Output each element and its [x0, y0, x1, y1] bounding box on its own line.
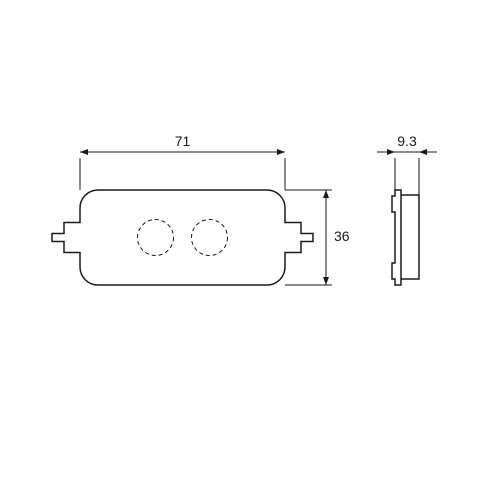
technical-drawing: 71 36 9.3 [0, 0, 500, 500]
pin-hole [138, 220, 174, 256]
brake-pad-side-plate [392, 190, 401, 285]
pin-hole [192, 220, 228, 256]
dimension-thickness-value: 9.3 [397, 133, 417, 149]
brake-pad-side-friction [401, 195, 419, 279]
dimension-height-value: 36 [334, 228, 350, 244]
brake-pad-front-outline [52, 190, 313, 285]
dimension-width-value: 71 [175, 133, 191, 149]
